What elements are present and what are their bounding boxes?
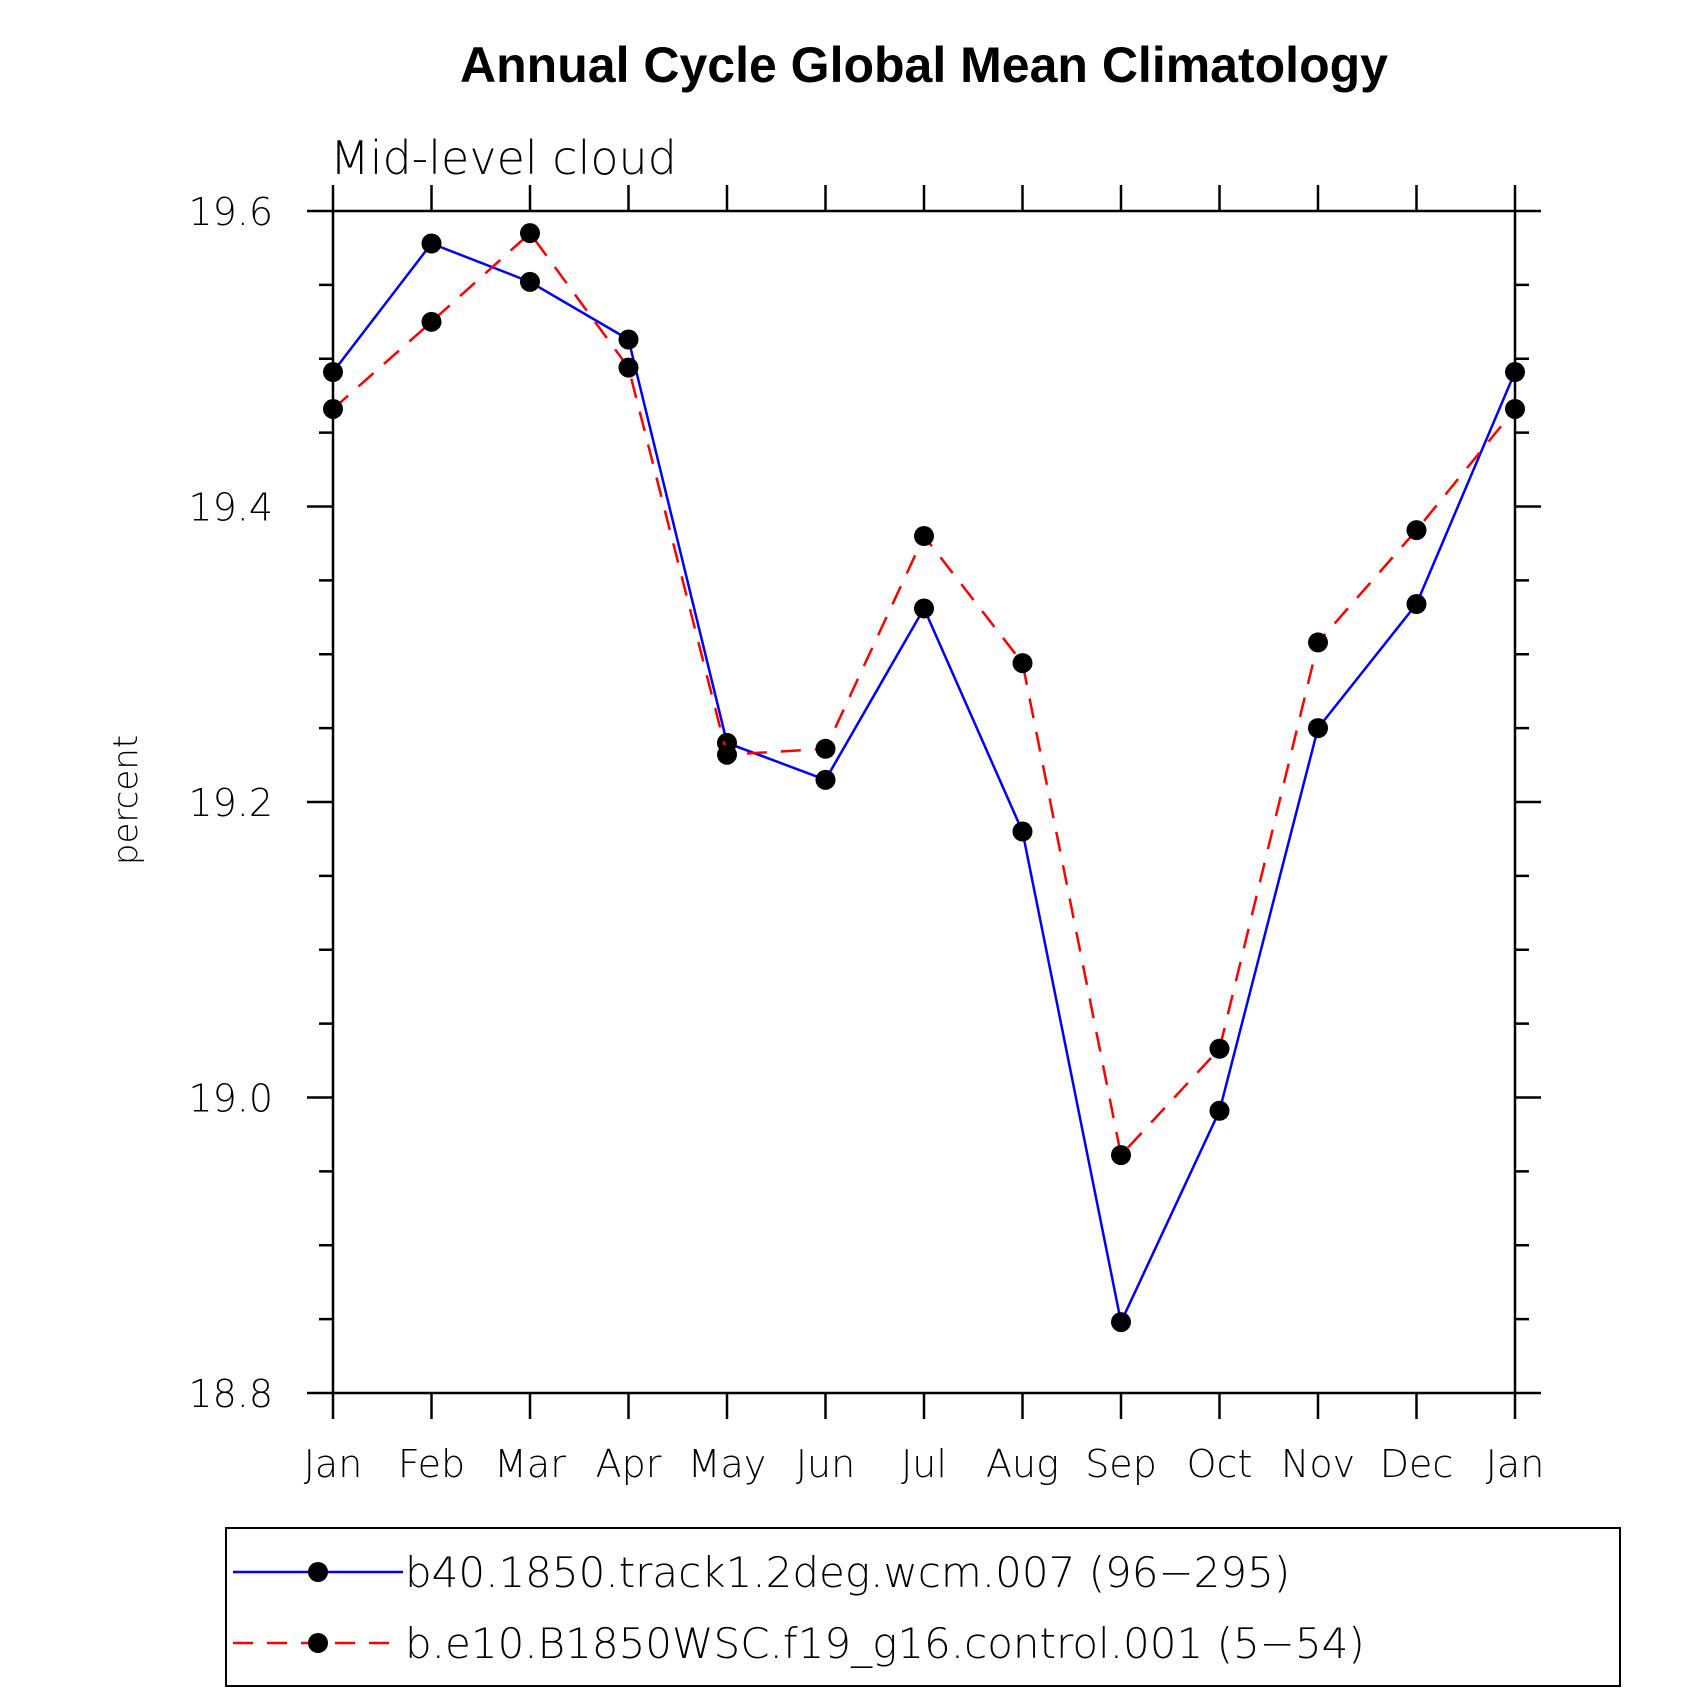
x-tick-label: Jan (304, 1442, 363, 1486)
data-point (914, 526, 934, 547)
y-tick-label: 19.4 (188, 486, 273, 530)
legend-label: b.e10.B1850WSC.f19_g16.control.001 (5−54… (405, 1619, 1365, 1668)
x-tick-label: Jul (901, 1442, 947, 1486)
data-point (1111, 1312, 1131, 1333)
data-point (1308, 718, 1328, 739)
legend-label: b40.1850.track1.2deg.wcm.007 (96−295) (405, 1548, 1290, 1597)
y-axis-label: percent (106, 735, 146, 865)
series-1 (323, 233, 1525, 1333)
data-point (618, 357, 639, 378)
x-tick-label: Aug (986, 1442, 1059, 1486)
data-point (421, 233, 442, 254)
data-point (1505, 362, 1525, 383)
series-line (332, 242, 1517, 1324)
chart-subtitle: Mid-level cloud (330, 131, 677, 185)
chart-title: Annual Cycle Global Mean Climatology (460, 37, 1388, 93)
x-tick-label: Jan (1486, 1442, 1545, 1486)
legend-marker-icon (308, 1562, 328, 1582)
data-point (1209, 1100, 1230, 1121)
x-tick-label: Mar (494, 1442, 566, 1486)
x-tick-label: Oct (1187, 1442, 1253, 1486)
data-point (1406, 594, 1427, 615)
data-point (520, 271, 540, 292)
data-point (421, 311, 442, 332)
plot-frame (331, 209, 1517, 1395)
legend-item: b40.1850.track1.2deg.wcm.007 (96−295) (233, 1548, 1290, 1597)
x-tick-label: May (688, 1442, 767, 1486)
data-point (323, 398, 343, 419)
data-point (618, 329, 639, 350)
data-point (717, 744, 737, 765)
x-tick-label: Dec (1380, 1442, 1454, 1486)
x-tick-label: Feb (398, 1442, 465, 1486)
y-tick-label: 18.8 (188, 1372, 273, 1416)
data-point (1308, 632, 1328, 653)
data-point (1505, 398, 1525, 419)
data-point (1012, 653, 1033, 674)
axes: Jan Feb Mar Apr May Jun Jul Aug Sep Oct Nov Dec Jan 1… (188, 185, 1544, 1486)
y-tick-label: 19.6 (188, 190, 273, 234)
x-tick-label: Nov (1281, 1442, 1355, 1486)
x-tick-label: Jun (796, 1442, 855, 1486)
x-tick-label: Apr (596, 1442, 662, 1486)
data-point (520, 223, 540, 244)
legend-item: b.e10.B1850WSC.f19_g16.control.001 (5−54… (233, 1619, 1365, 1668)
x-tick-label: Sep (1085, 1442, 1157, 1486)
data-point (914, 598, 934, 619)
data-point (1209, 1038, 1230, 1059)
series-line (332, 231, 1516, 1157)
series-2 (323, 223, 1525, 1166)
legend-box (225, 1527, 1621, 1687)
data-point (815, 769, 836, 790)
data-point (323, 362, 343, 383)
data-point (815, 738, 836, 759)
y-tick-label: 19.0 (188, 1077, 273, 1121)
data-point (1111, 1145, 1131, 1166)
y-tick-label: 19.2 (188, 781, 273, 825)
data-point (1012, 821, 1033, 842)
data-point (1406, 520, 1427, 541)
legend-marker-icon (308, 1633, 328, 1653)
series-group (323, 223, 1525, 1333)
